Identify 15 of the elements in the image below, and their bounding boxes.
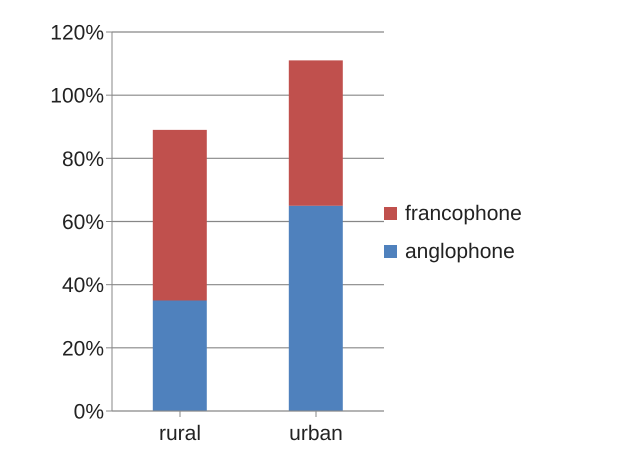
bar (288, 60, 343, 206)
legend-label: anglophone (405, 240, 515, 264)
y-tick-label: 120% (50, 21, 104, 44)
y-tick-label: 20% (62, 337, 104, 360)
bar (152, 300, 207, 411)
y-tick-label: 0% (74, 400, 104, 424)
legend-label: francophone (405, 202, 522, 226)
y-tick-label: 80% (62, 148, 104, 171)
y-tick-label: 100% (50, 84, 104, 108)
bar (152, 130, 207, 300)
bar (288, 206, 343, 411)
y-tick-label: 60% (62, 210, 104, 234)
y-tick-label: 40% (62, 274, 104, 298)
x-tick-label: rural (158, 422, 202, 445)
x-tick-label: urban (289, 422, 343, 445)
